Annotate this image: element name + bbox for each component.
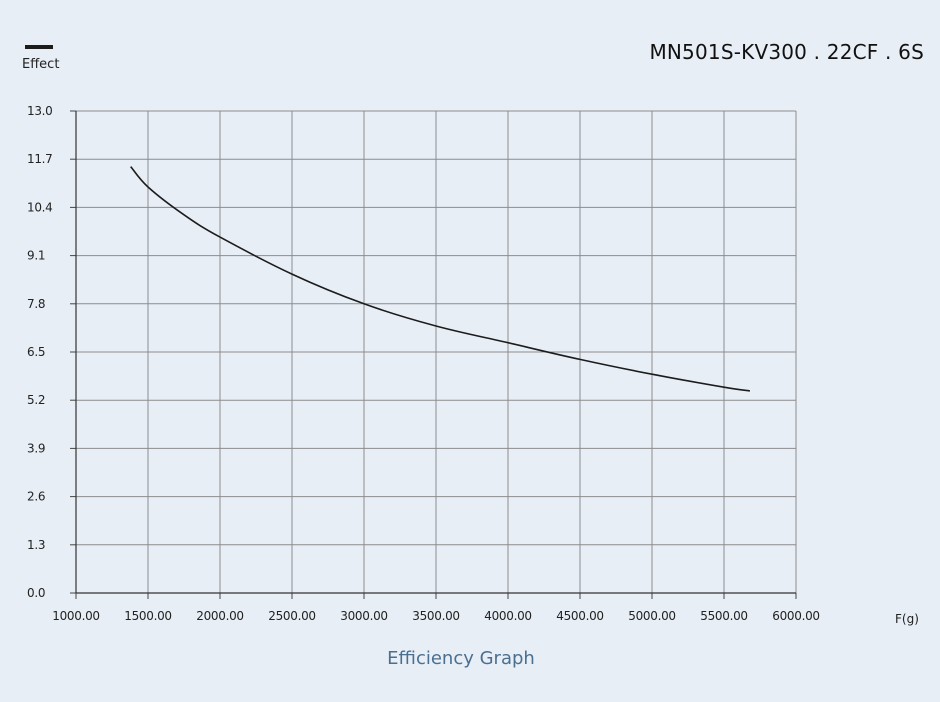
y-tick-label: 11.7 bbox=[27, 152, 53, 166]
y-tick-label: 13.0 bbox=[27, 104, 53, 118]
x-axis-label: F(g) bbox=[895, 612, 919, 626]
x-tick-label: 1000.00 bbox=[52, 609, 100, 623]
y-tick-label: 5.2 bbox=[27, 393, 45, 407]
legend-label: Effect bbox=[22, 57, 60, 72]
y-tick-label: 7.8 bbox=[27, 297, 45, 311]
x-tick-label: 2000.00 bbox=[196, 609, 244, 623]
x-tick-label: 1500.00 bbox=[124, 609, 172, 623]
model-title: MN501S-KV300 . 22CF . 6S bbox=[649, 40, 924, 64]
y-tick-label: 10.4 bbox=[27, 200, 53, 214]
x-tick-label: 3000.00 bbox=[340, 609, 388, 623]
y-tick-label: 1.3 bbox=[27, 538, 45, 552]
x-tick-label: 5500.00 bbox=[700, 609, 748, 623]
y-tick-label: 3.9 bbox=[27, 441, 45, 455]
y-tick-label: 9.1 bbox=[27, 249, 45, 263]
y-tick-label: 0.0 bbox=[27, 586, 45, 600]
x-tick-label: 4000.00 bbox=[484, 609, 532, 623]
x-tick-label: 3500.00 bbox=[412, 609, 460, 623]
series-line-effect bbox=[130, 166, 751, 392]
x-tick-label: 6000.00 bbox=[772, 609, 820, 623]
legend-line-swatch bbox=[25, 45, 53, 49]
x-tick-label: 4500.00 bbox=[556, 609, 604, 623]
y-tick-label: 2.6 bbox=[27, 490, 45, 504]
chart-caption: Efficiency Graph bbox=[387, 648, 535, 669]
x-tick-label: 2500.00 bbox=[268, 609, 316, 623]
x-tick-label: 5000.00 bbox=[628, 609, 676, 623]
y-tick-label: 6.5 bbox=[27, 345, 45, 359]
